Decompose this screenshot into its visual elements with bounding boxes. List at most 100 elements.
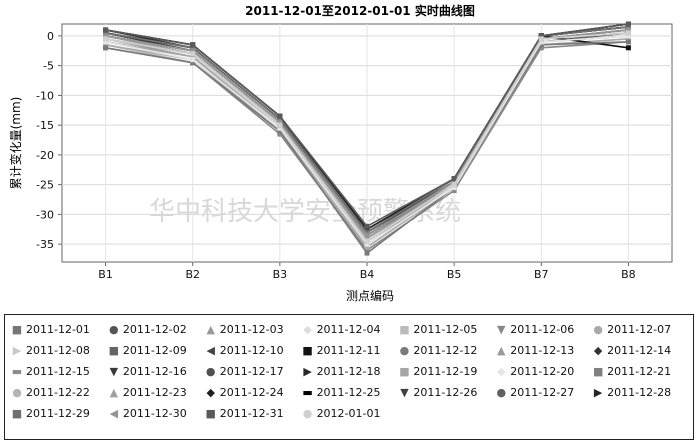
data-point (364, 226, 370, 232)
legend-item[interactable]: ◆ 2011-12-20 (495, 363, 592, 380)
legend-item[interactable]: ■ 2011-12-19 (398, 363, 495, 380)
data-point (538, 33, 544, 39)
legend-marker-icon: ■ (399, 364, 410, 378)
legend-item[interactable]: ▬ 2011-12-25 (302, 384, 399, 401)
legend-item[interactable]: ▲ 2011-12-13 (495, 342, 592, 359)
legend-marker-icon: ● (399, 343, 410, 357)
legend-label: 2011-12-07 (607, 323, 672, 336)
legend-item[interactable]: ▲ 2011-12-23 (108, 384, 205, 401)
legend-item[interactable]: ■ 2011-12-09 (108, 342, 205, 359)
legend-label: 2011-12-27 (510, 386, 575, 399)
legend-item[interactable]: ◀ 2011-12-30 (108, 405, 205, 422)
data-point (625, 21, 631, 27)
legend-label: 2011-12-04 (316, 323, 381, 336)
data-point (103, 27, 109, 33)
legend-item[interactable]: ● 2011-12-12 (398, 342, 495, 359)
legend-label: 2011-12-02 (122, 323, 187, 336)
legend-item[interactable]: ▼ 2011-12-06 (495, 321, 592, 338)
legend-item[interactable]: ▶ 2011-12-08 (11, 342, 108, 359)
legend-marker-icon: ▼ (400, 385, 409, 399)
legend-item[interactable]: ▶ 2011-12-28 (592, 384, 689, 401)
legend-item[interactable]: ▶ 2011-12-18 (302, 363, 399, 380)
x-axis-ticks: B1 B2 B3 B4 B5 B7 B8 (98, 262, 636, 281)
legend-item[interactable]: ◆ 2011-12-04 (302, 321, 399, 338)
data-point (364, 232, 370, 238)
legend-label: 2011-12-26 (413, 386, 478, 399)
x-tick-label: B1 (98, 268, 113, 281)
legend-item[interactable]: ◆ 2011-12-14 (592, 342, 689, 359)
legend-item[interactable]: ■ 2011-12-31 (205, 405, 302, 422)
series-2012-01-01 (103, 30, 631, 244)
legend-label: 2011-12-29 (26, 407, 90, 420)
legend-item[interactable]: ■ 2011-12-21 (592, 363, 689, 380)
legend-marker-icon: ◀ (206, 343, 215, 357)
x-tick-label: B7 (534, 268, 549, 281)
data-point (103, 33, 109, 39)
legend-marker-icon: ● (496, 385, 507, 399)
legend-marker-icon: ◆ (206, 385, 215, 399)
legend-item[interactable]: ■ 2011-12-29 (11, 405, 108, 422)
legend-label: 2011-12-13 (510, 344, 575, 357)
x-tick-label: B5 (447, 268, 462, 281)
legend-label: 2011-12-15 (26, 365, 90, 378)
data-point (625, 39, 631, 45)
legend-item[interactable]: ◆ 2011-12-24 (205, 384, 302, 401)
legend: ■ 2011-12-01 ● 2011-12-02 ▲ 2011-12-03 ◆ 2011-1… (4, 314, 694, 440)
legend-item[interactable]: ▼ 2011-12-26 (398, 384, 495, 401)
legend-item[interactable]: ● 2011-12-22 (11, 384, 108, 401)
legend-marker-icon: ■ (108, 343, 120, 357)
data-point (277, 128, 283, 134)
legend-item[interactable]: ▼ 2011-12-16 (108, 363, 205, 380)
data-point (538, 36, 544, 42)
chart-title: 2011-12-01至2012-01-01 实时曲线图 (245, 3, 475, 18)
data-point (625, 45, 631, 51)
data-point (277, 113, 283, 119)
legend-item[interactable]: ● 2011-12-17 (205, 363, 302, 380)
legend-marker-icon: ■ (205, 406, 216, 420)
data-point (451, 185, 457, 191)
series-2011-12-20 (103, 33, 631, 247)
legend-item[interactable]: ● 2011-12-02 (108, 321, 205, 338)
legend-marker-icon: ◆ (303, 322, 312, 336)
data-point (190, 48, 196, 54)
data-point (538, 42, 544, 48)
y-tick-label: -5 (43, 60, 54, 73)
legend-label: 2011-12-16 (122, 365, 187, 378)
data-point (625, 36, 631, 42)
legend-item[interactable]: ● 2011-12-07 (592, 321, 689, 338)
legend-item[interactable]: ■ 2011-12-05 (398, 321, 495, 338)
legend-label: 2011-12-22 (26, 386, 90, 399)
legend-item[interactable]: ● 2011-12-27 (495, 384, 592, 401)
legend-label: 2011-12-18 (316, 365, 381, 378)
legend-marker-icon: ▼ (497, 322, 506, 336)
data-point (190, 60, 196, 66)
legend-marker-icon: ▲ (109, 385, 119, 399)
data-point (277, 125, 283, 131)
legend-marker-icon: ▬ (302, 385, 313, 399)
legend-label: 2011-12-24 (219, 386, 284, 399)
legend-marker-icon: ▲ (497, 343, 506, 357)
data-point (190, 57, 196, 63)
legend-item[interactable]: ■ 2011-12-01 (11, 321, 108, 338)
data-point (625, 24, 631, 30)
data-point (364, 229, 370, 235)
legend-item[interactable]: ■ 2011-12-11 (302, 342, 399, 359)
data-point (538, 39, 544, 45)
legend-item[interactable]: ▬ 2011-12-15 (11, 363, 108, 380)
legend-marker-icon: ■ (302, 343, 313, 357)
legend-label: 2011-12-08 (26, 344, 90, 357)
legend-item[interactable]: ● 2012-01-01 (302, 405, 399, 422)
data-point (451, 182, 457, 188)
legend-item[interactable]: ▲ 2011-12-03 (205, 321, 302, 338)
data-point (277, 116, 283, 122)
grid-lines (62, 24, 672, 262)
data-point (103, 42, 109, 48)
legend-label: 2011-12-05 (413, 323, 478, 336)
data-point (364, 241, 370, 247)
x-axis-label: 测点编码 (346, 288, 394, 303)
y-tick-label: -30 (36, 208, 54, 221)
legend-label: 2011-12-09 (122, 344, 187, 357)
legend-item[interactable]: ◀ 2011-12-10 (205, 342, 302, 359)
y-tick-label: -35 (36, 238, 54, 251)
legend-marker-icon: ● (205, 364, 216, 378)
